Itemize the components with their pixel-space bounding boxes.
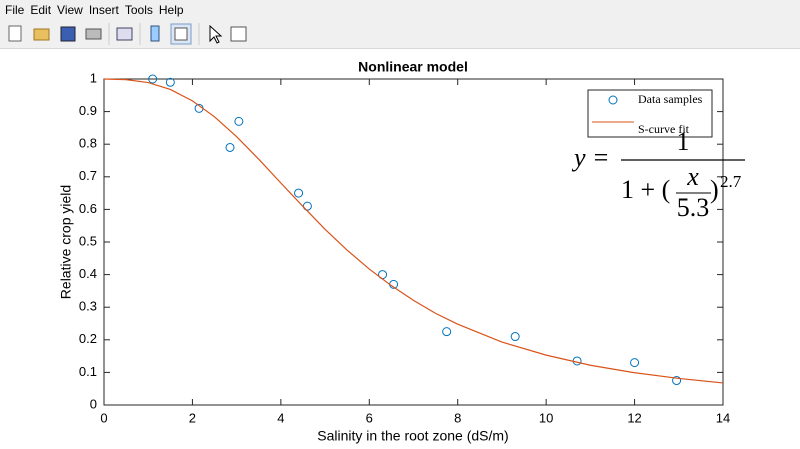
- x-tick-label: 4: [277, 410, 284, 425]
- equation-text: 1 + (: [621, 175, 670, 204]
- data-point: [630, 358, 640, 368]
- chart-title: Nonlinear model: [358, 59, 468, 75]
- property-icon[interactable]: [230, 26, 247, 42]
- open-icon[interactable]: [33, 28, 50, 41]
- y-tick-label: 0.4: [79, 266, 97, 281]
- y-tick-label: 0.5: [79, 233, 97, 248]
- equation-text: y =: [571, 143, 610, 172]
- menu-item[interactable]: Tools: [124, 3, 153, 17]
- data-point: [442, 327, 452, 337]
- y-tick-label: 0.3: [79, 299, 97, 314]
- toolbar-icons: [8, 23, 247, 45]
- y-tick-label: 1: [90, 70, 97, 85]
- menu-bar: File Edit View Insert Tools Help: [0, 0, 800, 20]
- legend-icon: [174, 27, 188, 41]
- legend-label: Data samples: [638, 92, 703, 106]
- x-tick-label: 8: [454, 410, 461, 425]
- x-tick-label: 6: [366, 410, 373, 425]
- x-tick-label: 14: [716, 410, 730, 425]
- colorbar-icon[interactable]: [150, 25, 160, 42]
- x-tick-label: 0: [100, 410, 107, 425]
- y-tick-label: 0.1: [79, 364, 97, 379]
- x-axis-label: Salinity in the root zone (dS/m): [317, 428, 508, 444]
- chart: Nonlinear model Salinity in the root zon…: [58, 59, 745, 444]
- save-icon[interactable]: [60, 26, 76, 42]
- equation-text: ): [710, 175, 719, 204]
- menu-item[interactable]: File: [5, 3, 25, 17]
- data-point: [672, 376, 682, 386]
- y-tick-label: 0.2: [79, 331, 97, 346]
- legend-marker: [608, 95, 618, 105]
- menu-item[interactable]: Edit: [30, 3, 52, 17]
- equation-text: 1: [677, 127, 690, 156]
- y-tick-label: 0: [90, 396, 97, 411]
- legend-box: [587, 89, 713, 138]
- data-point: [294, 188, 304, 198]
- fit-line: [103, 78, 724, 384]
- x-tick-label: 2: [189, 410, 196, 425]
- y-tick-label: 0.7: [79, 168, 97, 183]
- equation-text: 5.3: [677, 193, 710, 222]
- equation-text: 2.7: [720, 172, 742, 191]
- legend-label: S-curve fit: [638, 122, 690, 136]
- equation-text: x: [686, 162, 699, 191]
- data-point: [148, 74, 158, 84]
- data-point: [234, 116, 244, 126]
- link-icon[interactable]: [116, 27, 133, 41]
- data-point: [225, 142, 235, 152]
- toolbar: [0, 20, 800, 49]
- y-tick-label: 0.9: [79, 103, 97, 118]
- y-tick-label: 0.8: [79, 136, 97, 151]
- x-tick-label: 10: [539, 410, 553, 425]
- menu-item[interactable]: Insert: [88, 3, 119, 17]
- x-tick-label: 12: [627, 410, 641, 425]
- menu-item[interactable]: Help: [158, 3, 184, 17]
- menu-item[interactable]: View: [57, 3, 83, 17]
- new-icon[interactable]: [8, 25, 22, 42]
- y-axis-label: Relative crop yield: [58, 185, 74, 299]
- data-point: [165, 77, 175, 87]
- print-icon[interactable]: [85, 28, 102, 40]
- data-point: [510, 332, 520, 342]
- y-tick-label: 0.6: [79, 201, 97, 216]
- pointer-icon[interactable]: [209, 24, 223, 44]
